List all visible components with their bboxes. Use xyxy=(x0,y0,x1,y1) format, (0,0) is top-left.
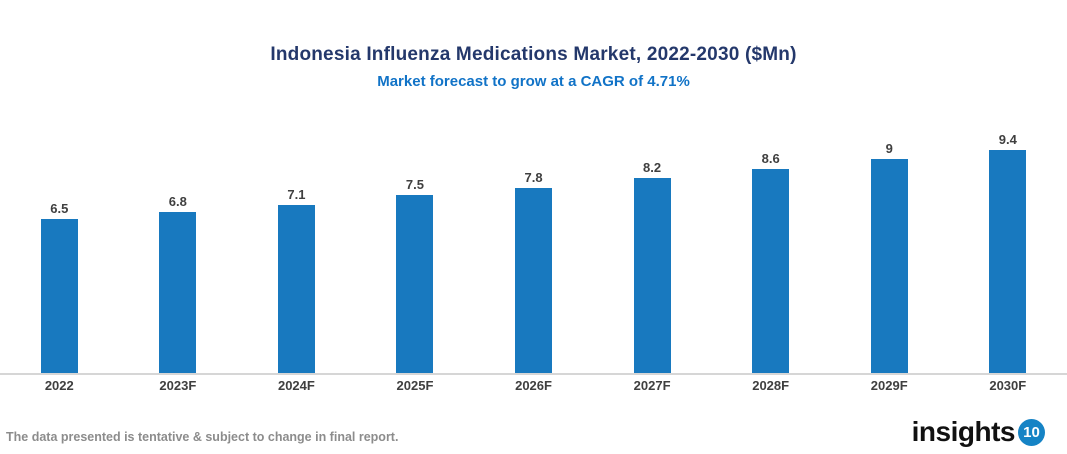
x-axis-label: 2022 xyxy=(44,378,74,393)
logo-text: insights xyxy=(911,416,1016,447)
logo-badge-icon: 10 xyxy=(1018,418,1045,446)
bar xyxy=(40,219,78,374)
bar-column-2030F: 9.4 xyxy=(949,110,1067,374)
x-axis-label: 2030F xyxy=(989,378,1027,393)
bar-column-2029F: 9 xyxy=(830,110,949,374)
plot-area: 6.5 6.8 7.1 7.5 7.8 8.2 8.6 9 9.4 xyxy=(0,110,1067,374)
disclaimer-text: The data presented is tentative & subjec… xyxy=(6,430,399,444)
bar-value-label: 7.5 xyxy=(405,177,424,192)
bar-value-label: 8.6 xyxy=(761,151,780,166)
bar xyxy=(396,195,434,374)
bar-column-2022: 6.5 xyxy=(0,110,119,374)
bar-column-2028F: 8.6 xyxy=(711,110,830,374)
bar xyxy=(515,188,553,374)
bar xyxy=(277,205,315,374)
bar xyxy=(633,178,671,374)
bar-value-label: 6.8 xyxy=(168,194,187,209)
bar-column-2026F: 7.8 xyxy=(474,110,593,374)
bar-column-2027F: 8.2 xyxy=(593,110,712,374)
chart-subtitle: Market forecast to grow at a CAGR of 4.7… xyxy=(377,73,690,90)
bar-column-2023F: 6.8 xyxy=(119,110,238,374)
bar-value-label: 9 xyxy=(885,141,893,156)
bar xyxy=(752,169,790,374)
bar-column-2025F: 7.5 xyxy=(356,110,475,374)
x-axis-label: 2029F xyxy=(870,378,908,393)
x-axis-labels: 2022 2023F 2024F 2025F 2026F 2027F 2028F 2029F 2… xyxy=(0,378,1067,393)
bar-value-label: 7.1 xyxy=(287,187,306,202)
bar xyxy=(159,212,197,374)
x-axis-label: 2028F xyxy=(752,378,790,393)
bar xyxy=(989,150,1027,374)
x-axis-line xyxy=(0,373,1067,375)
x-axis-label: 2027F xyxy=(633,378,671,393)
x-axis-label: 2025F xyxy=(396,378,434,393)
bar-column-2024F: 7.1 xyxy=(237,110,356,374)
insights10-logo: insights 10 xyxy=(912,418,1045,446)
bar-value-label: 6.5 xyxy=(50,201,69,216)
bar-value-label: 7.8 xyxy=(524,170,543,185)
bar-value-label: 8.2 xyxy=(643,160,662,175)
bar-value-label: 9.4 xyxy=(998,132,1017,147)
x-axis-label: 2023F xyxy=(159,378,197,393)
x-axis-label: 2026F xyxy=(515,378,552,393)
bar xyxy=(870,159,908,374)
chart-title: Indonesia Influenza Medications Market, … xyxy=(270,44,797,65)
x-axis-label: 2024F xyxy=(277,378,315,393)
